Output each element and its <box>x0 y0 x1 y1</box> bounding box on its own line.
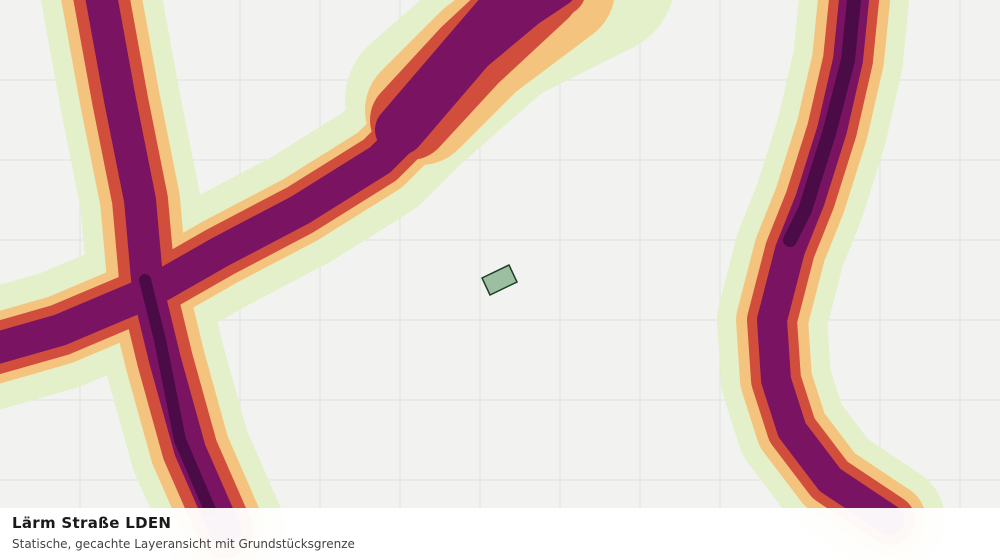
noise-zone-65 <box>0 0 890 530</box>
parcel-boundary <box>481 263 518 297</box>
footer: Lärm Straße LDEN Statische, gecachte Lay… <box>0 508 1000 560</box>
title: Lärm Straße LDEN <box>12 514 172 532</box>
noise-zone-75 <box>139 0 862 516</box>
subtitle: Statische, gecachte Layeransicht mit Gru… <box>12 537 355 551</box>
